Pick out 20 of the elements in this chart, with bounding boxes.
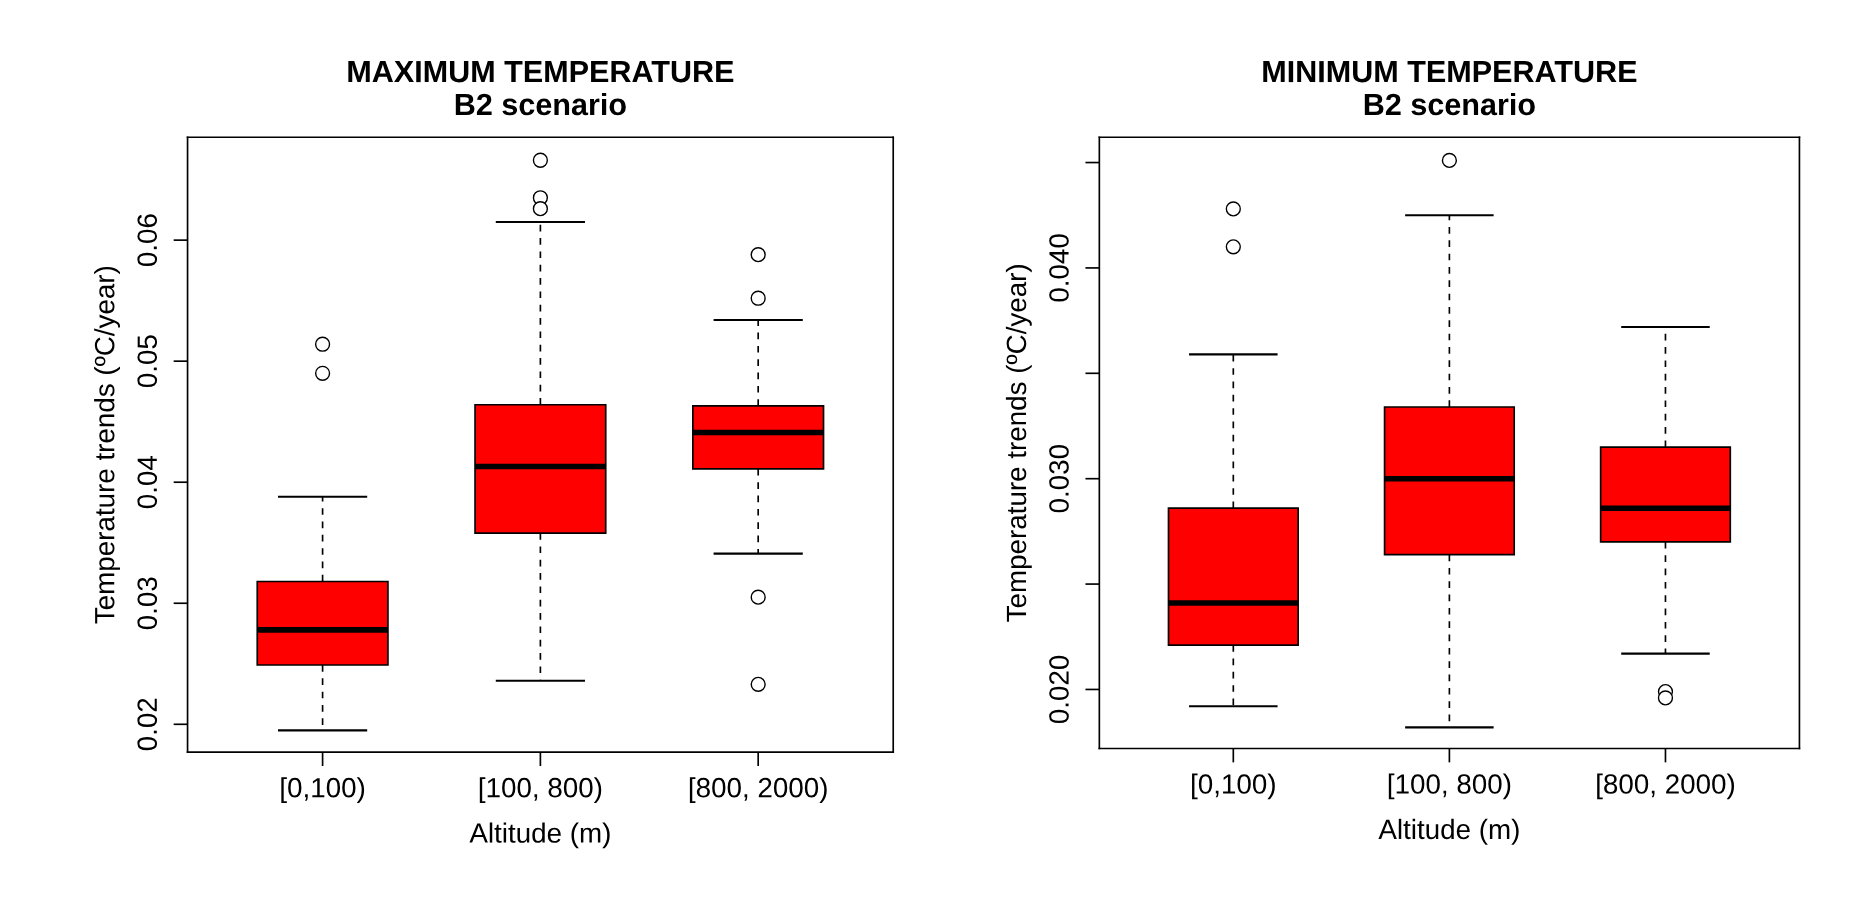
- x-axis-title: Altitude (m): [1378, 818, 1519, 845]
- y-tick-label: 0.030: [1049, 445, 1069, 513]
- y-tick-label: 0.05: [137, 335, 158, 388]
- y-tick-label: 0.06: [137, 214, 158, 267]
- x-tick-label: [800, 2000): [689, 777, 827, 804]
- x-tick-label: [100, 800): [1388, 773, 1511, 800]
- y-tick-label: 0.020: [1049, 655, 1069, 724]
- chart-title: MINIMUM TEMPERATURE B2 scenario: [1263, 61, 1637, 116]
- y-tick-label: 0.03: [137, 577, 158, 630]
- chart-title: MAXIMUM TEMPERATURE B2 scenario: [348, 61, 734, 116]
- x-tick-label: [0,100): [281, 777, 365, 804]
- y-axis-title: Temperature trends (ºC/year): [1005, 265, 1032, 622]
- y-tick-label: 0.040: [1049, 234, 1069, 302]
- x-tick-label: [0,100): [1192, 773, 1275, 800]
- y-axis-title: Temperature trends (ºC/year): [94, 266, 120, 624]
- x-axis-title: Altitude (m): [469, 822, 610, 849]
- y-tick-label: 0.02: [137, 698, 158, 751]
- x-tick-label: [800, 2000): [1597, 773, 1735, 800]
- x-tick-label: [100, 800): [479, 777, 602, 804]
- y-tick-label: 0.04: [137, 455, 158, 509]
